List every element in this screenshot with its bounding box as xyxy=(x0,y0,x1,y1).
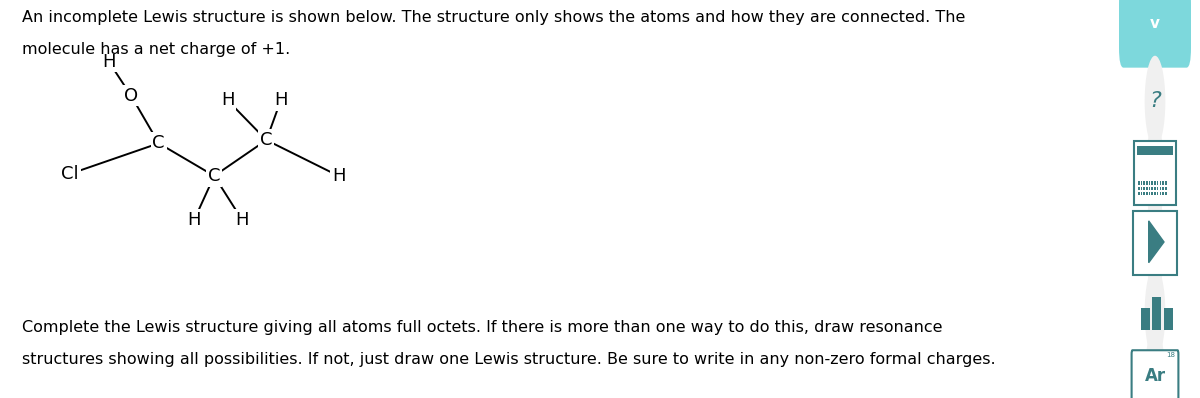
Text: C: C xyxy=(260,131,272,149)
FancyBboxPatch shape xyxy=(1165,192,1166,195)
FancyBboxPatch shape xyxy=(1159,181,1162,185)
Circle shape xyxy=(1145,330,1165,398)
FancyBboxPatch shape xyxy=(1146,187,1147,190)
FancyBboxPatch shape xyxy=(1144,181,1145,185)
FancyBboxPatch shape xyxy=(1138,192,1140,195)
FancyBboxPatch shape xyxy=(1154,181,1156,185)
Circle shape xyxy=(1145,127,1165,219)
Text: structures showing all possibilities. If not, just draw one Lewis structure. Be : structures showing all possibilities. If… xyxy=(22,352,996,367)
FancyBboxPatch shape xyxy=(1134,211,1176,275)
FancyBboxPatch shape xyxy=(1140,308,1150,330)
FancyBboxPatch shape xyxy=(1152,181,1153,185)
FancyBboxPatch shape xyxy=(1120,0,1190,68)
FancyBboxPatch shape xyxy=(1164,308,1174,330)
FancyBboxPatch shape xyxy=(1138,181,1140,185)
Text: Complete the Lewis structure giving all atoms full octets. If there is more than: Complete the Lewis structure giving all … xyxy=(22,320,943,336)
FancyBboxPatch shape xyxy=(1144,187,1145,190)
Text: v: v xyxy=(1150,16,1160,31)
FancyBboxPatch shape xyxy=(1152,187,1153,190)
FancyBboxPatch shape xyxy=(1148,181,1151,185)
Text: An incomplete Lewis structure is shown below. The structure only shows the atoms: An incomplete Lewis structure is shown b… xyxy=(22,10,966,25)
FancyBboxPatch shape xyxy=(1154,192,1156,195)
FancyBboxPatch shape xyxy=(1134,141,1176,205)
FancyBboxPatch shape xyxy=(1154,187,1156,190)
FancyBboxPatch shape xyxy=(1140,192,1142,195)
FancyBboxPatch shape xyxy=(1148,187,1151,190)
Text: H: H xyxy=(235,211,248,229)
FancyBboxPatch shape xyxy=(1148,192,1151,195)
FancyBboxPatch shape xyxy=(1165,187,1166,190)
FancyBboxPatch shape xyxy=(1165,181,1166,185)
FancyBboxPatch shape xyxy=(1138,146,1174,155)
Circle shape xyxy=(1145,267,1165,358)
Text: Ar: Ar xyxy=(1145,367,1165,385)
Text: C: C xyxy=(152,134,164,152)
FancyBboxPatch shape xyxy=(1140,187,1142,190)
FancyBboxPatch shape xyxy=(1157,187,1158,190)
Circle shape xyxy=(1145,197,1165,289)
Text: H: H xyxy=(331,167,346,185)
Text: H: H xyxy=(221,91,234,109)
FancyBboxPatch shape xyxy=(1163,192,1164,195)
Text: Cl: Cl xyxy=(61,165,79,183)
FancyBboxPatch shape xyxy=(1140,181,1142,185)
FancyBboxPatch shape xyxy=(1146,192,1147,195)
FancyBboxPatch shape xyxy=(1146,181,1147,185)
Polygon shape xyxy=(1148,221,1164,263)
FancyBboxPatch shape xyxy=(1152,192,1153,195)
Text: H: H xyxy=(187,211,202,229)
FancyBboxPatch shape xyxy=(1163,187,1164,190)
FancyBboxPatch shape xyxy=(1157,192,1158,195)
FancyBboxPatch shape xyxy=(1144,192,1145,195)
Text: H: H xyxy=(102,53,115,71)
FancyBboxPatch shape xyxy=(1163,181,1164,185)
Text: ?: ? xyxy=(1150,92,1160,111)
Text: molecule has a net charge of +1.: molecule has a net charge of +1. xyxy=(22,42,290,57)
Circle shape xyxy=(1145,56,1165,147)
FancyBboxPatch shape xyxy=(1157,181,1158,185)
Text: H: H xyxy=(274,91,288,109)
Text: O: O xyxy=(124,86,138,105)
FancyBboxPatch shape xyxy=(1159,192,1162,195)
Text: C: C xyxy=(208,167,221,185)
Text: 18: 18 xyxy=(1166,352,1176,358)
FancyBboxPatch shape xyxy=(1132,350,1178,398)
FancyBboxPatch shape xyxy=(1152,297,1162,330)
FancyBboxPatch shape xyxy=(1138,187,1140,190)
FancyBboxPatch shape xyxy=(1159,187,1162,190)
